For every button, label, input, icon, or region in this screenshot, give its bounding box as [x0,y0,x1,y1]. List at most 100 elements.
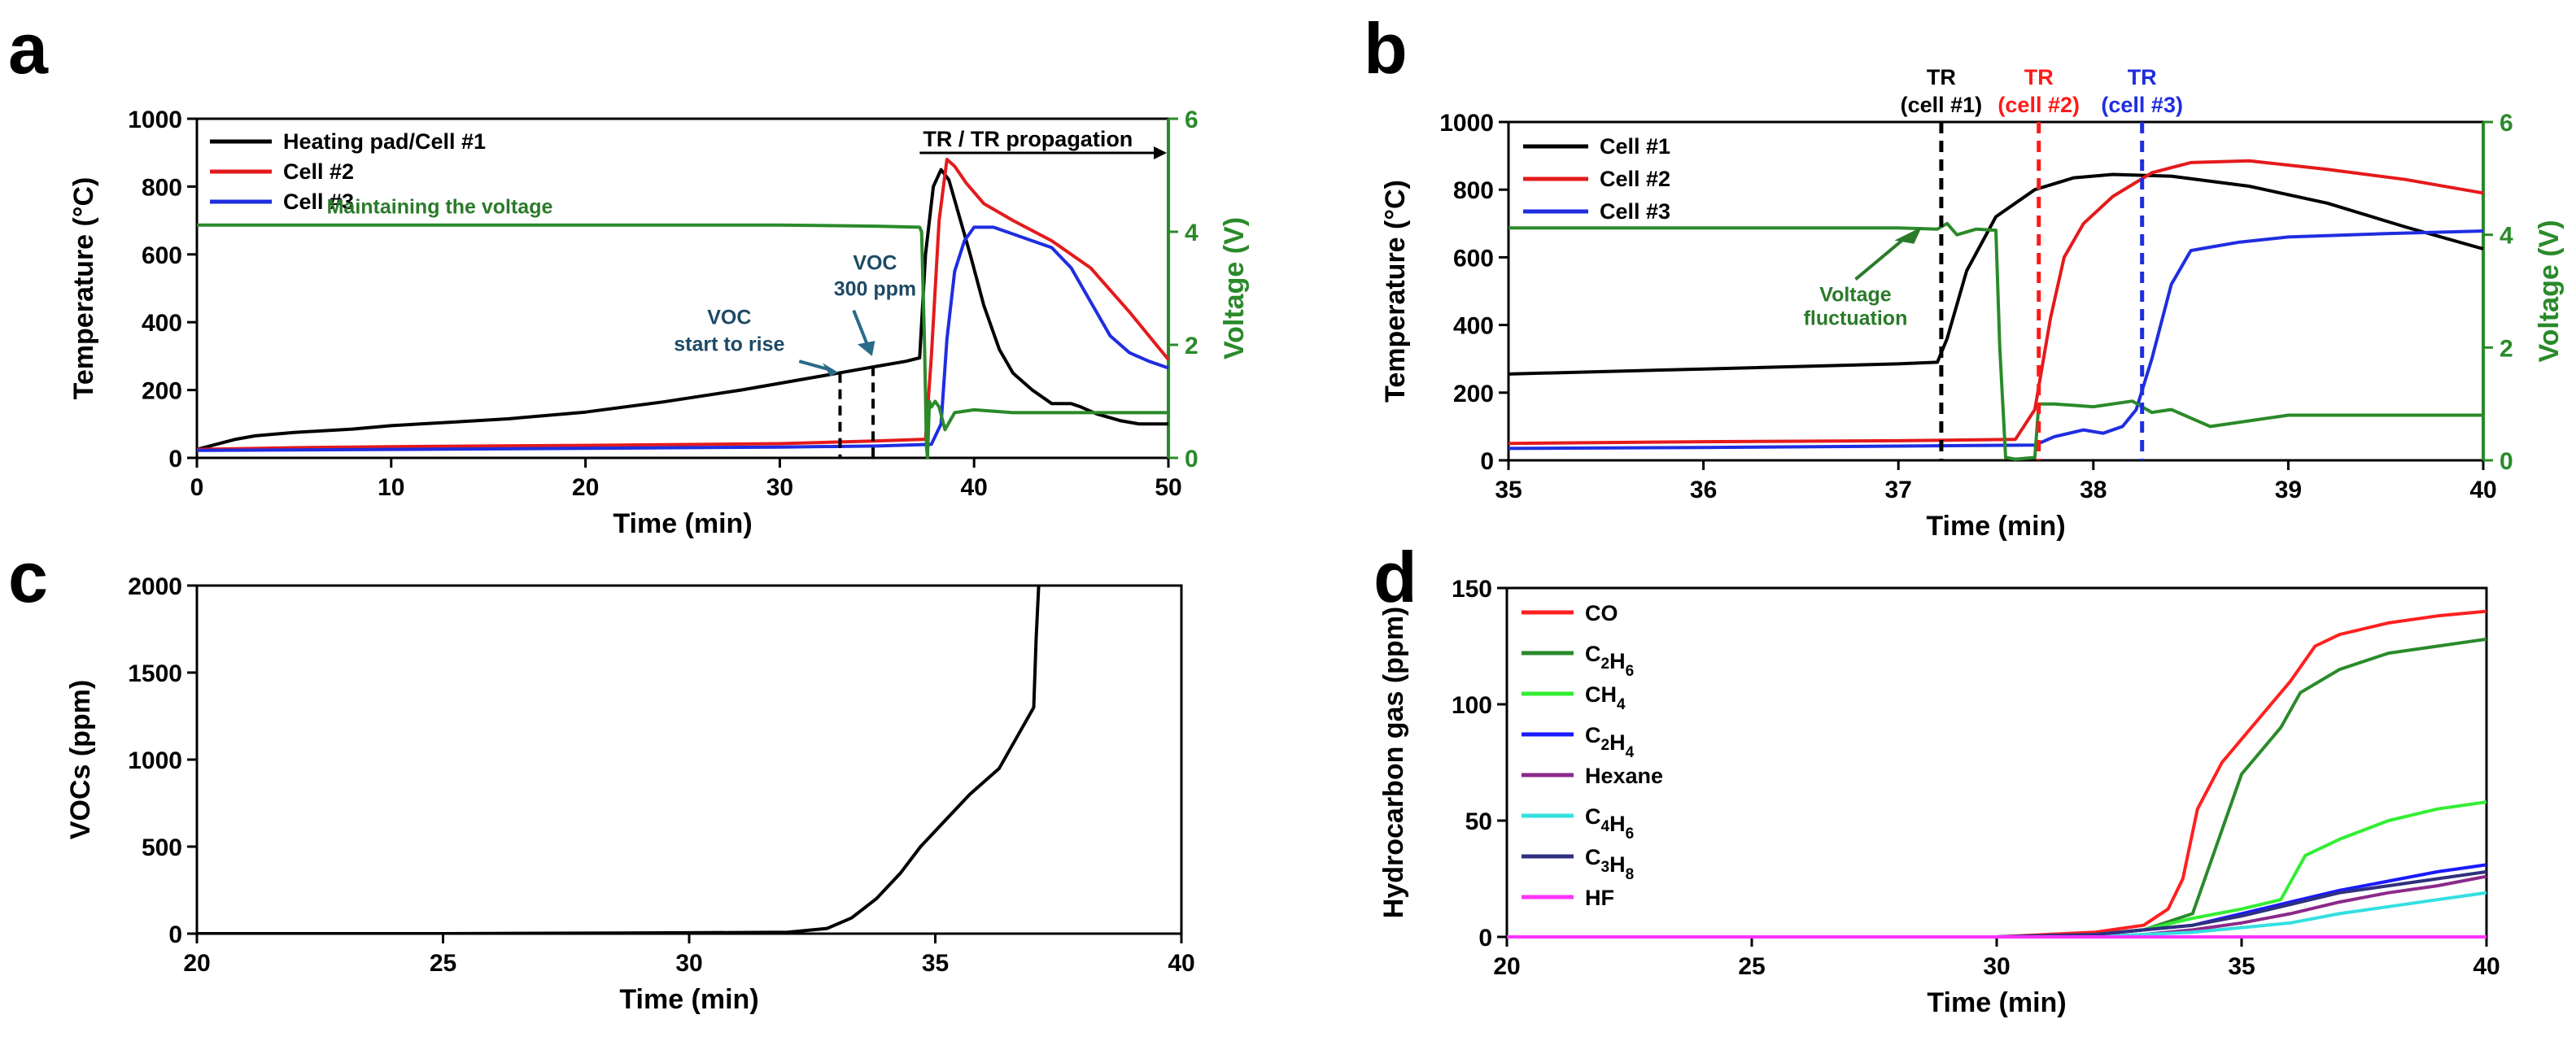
y-tick-label: 100 [1452,692,1492,719]
legend-label: Hexane [1585,764,1663,788]
x-tick-label: 40 [2469,477,2496,503]
voc-300-label-2: 300 ppm [834,278,916,301]
y-axis-label: Temperature (°C) [68,177,99,400]
series-line-co [1507,609,2487,939]
legend-label: Cell #1 [1600,134,1670,159]
y-tick-label: 1500 [128,660,182,687]
tr-label-cell1-sub: (cell #1) [1901,93,1983,117]
y-tick-label: 0 [168,446,182,473]
legend-label: Cell #3 [283,189,354,214]
series-line-vocs [197,586,1041,934]
panel-c: 20 25 30 35 40 0 500 1000 1500 2000 Time (min) VOCs… [65,573,1195,1015]
y2-tick-label: 6 [2500,110,2513,137]
x-tick-label: 50 [1155,474,1181,501]
x-tick-label: 35 [1495,477,1522,503]
panel-label-d: d [1373,537,1417,617]
legend-label: HF [1585,886,1614,910]
panel-a: 0 10 20 30 40 50020040060080010000246Voltage … [68,107,1250,539]
voltage-fluctuation-label-2: fluctuation [1804,307,1908,330]
x-tick-label: 37 [1885,477,1912,503]
x-tick-label: 20 [183,950,210,977]
voc-rise-label: VOC [707,306,751,329]
legend-label: Cell #2 [283,159,354,184]
x-tick-label: 25 [430,950,456,977]
series-line-cell-3 [196,225,1169,452]
series-line-cell-1 [1508,172,2484,376]
series-line-cell-3 [1508,229,2484,451]
x-tick-label: 39 [2275,477,2302,503]
series-line-hexane [1507,874,2487,939]
y-tick-label: 400 [1453,313,1494,340]
legend-label: Cell #3 [1600,199,1670,224]
y2-tick-label: 2 [2500,335,2513,362]
x-tick-label: 25 [1738,953,1765,980]
arrow-head [1154,146,1167,159]
y-tick-label: 150 [1452,576,1492,603]
x-tick-label: 35 [2228,953,2255,980]
arrow-head [822,363,839,377]
legend-label: C2H6 [1585,642,1634,680]
y-tick-label: 1000 [128,107,182,133]
series-line-c3h8 [1507,869,2487,939]
y-tick-label: 0 [1480,448,1494,475]
x-tick-label: 38 [2080,477,2107,503]
x-axis-label: Time (min) [1927,987,2066,1018]
tr-propagation-label: TR / TR propagation [923,127,1133,151]
tr-label-cell3-sub: (cell #3) [2101,93,2183,117]
arrow-head [1894,226,1922,244]
x-tick-label: 10 [378,474,404,501]
tr-label-cell1: TR [1927,65,1956,89]
y-axis-label: VOCs (ppm) [65,680,96,839]
maintaining-voltage-note: Maintaining the voltage [327,196,553,219]
y-tick-label: 0 [168,921,182,948]
panel-d: 20 25 30 35 40 0 50 100 150 Time (min) Hydrocarbon… [1378,576,2500,1018]
arrow-head [857,341,875,356]
voltage-fluctuation-arrow [1854,233,1910,281]
y2-tick-label: 0 [1185,446,1198,473]
plot-frame-c [195,584,1183,935]
y-tick-label: 200 [142,378,182,405]
y-axis-label: Temperature (°C) [1380,180,1411,403]
x-tick-label: 30 [1983,953,2010,980]
y-tick-label: 2000 [128,573,182,600]
legend-label: C4H6 [1585,804,1634,843]
panel-label-a: a [8,8,49,89]
series-line-voltage [197,223,1168,460]
panel-b: 35 36 37 38 39 40020040060080010000246Voltage… [1380,65,2565,542]
y-tick-label: 400 [142,310,182,337]
tr-label-cell2: TR [2024,65,2054,89]
y2-tick-label: 4 [1185,220,1198,246]
y-tick-label: 1000 [128,747,182,774]
x-tick-label: 40 [961,474,988,501]
x-axis-label: Time (min) [619,984,758,1015]
x-axis-label: Time (min) [613,508,752,539]
y-tick-label: 500 [142,834,182,861]
y2-tick-label: 2 [1185,333,1198,359]
y-tick-label: 1000 [1439,110,1494,137]
voc-300-label: VOC [853,252,897,275]
y2-axis-label: Voltage (V) [1219,217,1250,359]
panel-label-c: c [8,537,48,617]
x-axis-label: Time (min) [1926,511,2065,542]
y-tick-label: 600 [142,242,182,269]
plot-frame-d [1505,586,2488,939]
x-tick-label: 0 [190,474,204,501]
x-tick-label: 20 [1493,953,1520,980]
voc-rise-label-2: start to rise [674,333,784,356]
series-line-cell-2 [196,158,1170,451]
x-tick-label: 35 [922,950,949,977]
series-line-cell-2 [1508,159,2484,446]
series-group-c [197,586,1041,934]
y-tick-label: 800 [1453,177,1494,204]
x-tick-label: 36 [1690,477,1717,503]
y-tick-label: 0 [1478,925,1492,952]
voltage-fluctuation-label: Voltage [1819,283,1892,306]
y2-axis-label: Voltage (V) [2534,220,2565,362]
y-axis-label: Hydrocarbon gas (ppm) [1378,607,1409,918]
y-tick-label: 50 [1465,808,1492,835]
y-tick-label: 800 [142,174,182,201]
y2-tick-label: 6 [1185,107,1198,133]
y2-tick-label: 4 [2500,223,2513,250]
legend-label: CH4 [1585,682,1626,713]
x-tick-label: 40 [1168,950,1194,977]
